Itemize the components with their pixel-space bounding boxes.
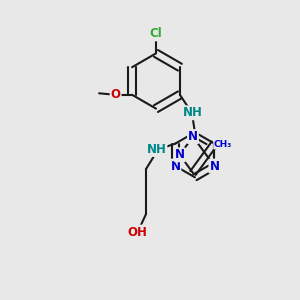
Text: OH: OH	[127, 226, 147, 238]
Text: N: N	[175, 148, 185, 161]
Text: N: N	[209, 160, 219, 172]
Text: Cl: Cl	[150, 27, 162, 40]
Text: NH: NH	[183, 106, 203, 119]
Text: NH: NH	[147, 143, 166, 156]
Text: N: N	[170, 160, 180, 172]
Text: O: O	[111, 88, 121, 101]
Text: CH₃: CH₃	[214, 140, 232, 148]
Text: N: N	[188, 130, 198, 143]
